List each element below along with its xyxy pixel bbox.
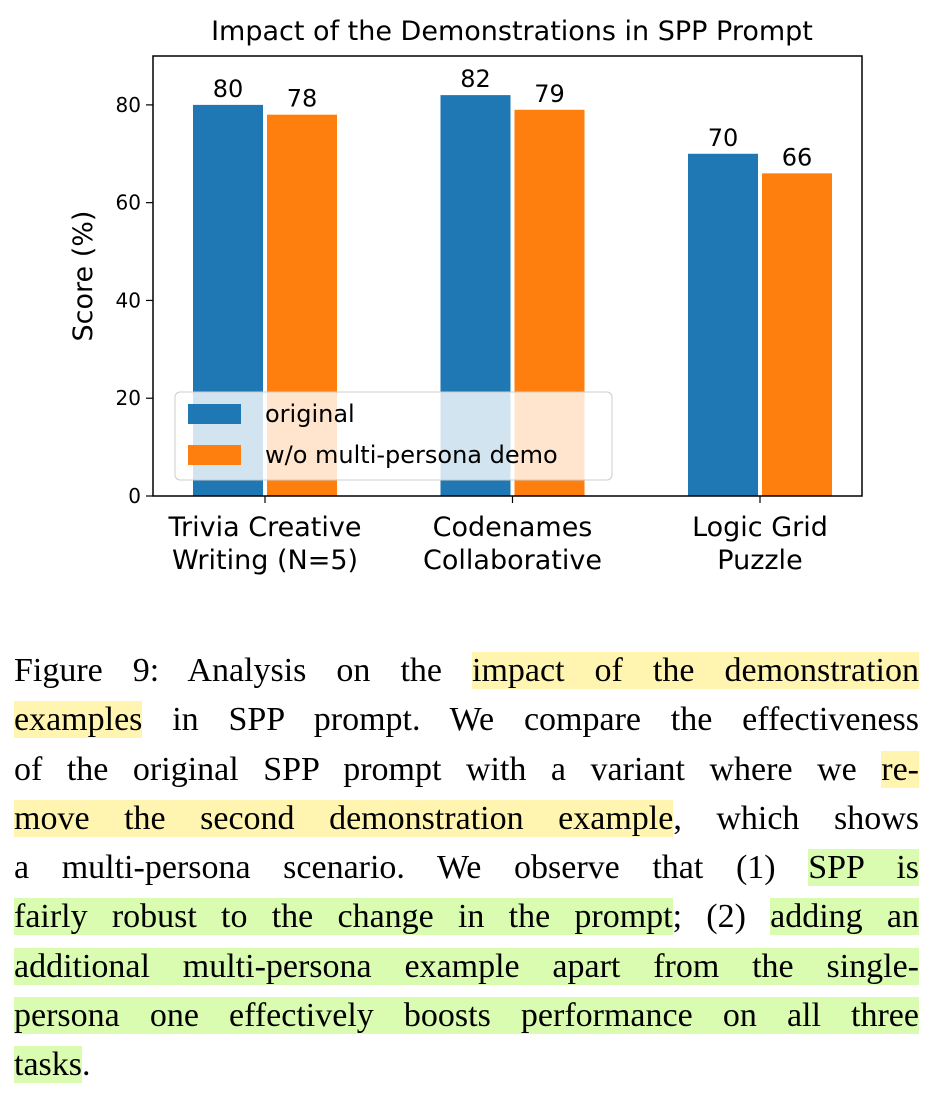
caption-text: of the original SPP prompt with a varian… <box>14 750 882 788</box>
legend-label: original <box>265 400 355 428</box>
value-label: 82 <box>460 65 491 93</box>
highlighted-text: SPP is <box>808 849 919 887</box>
caption-line: of the original SPP prompt with a varian… <box>14 745 919 794</box>
caption-line: fairly robust to the change in the promp… <box>14 892 919 941</box>
highlighted-text: persona one effectively boosts performan… <box>14 997 919 1035</box>
highlighted-text: move the second demonstration example <box>14 799 674 837</box>
value-label: 66 <box>782 143 813 171</box>
caption-text: ; (2) <box>672 898 771 936</box>
legend-box <box>174 391 613 481</box>
caption-text: a multi-persona scenario. We observe tha… <box>14 849 809 887</box>
legend-swatch <box>188 445 241 465</box>
x-tick-label: Trivia Creative <box>168 512 362 543</box>
legend-label: w/o multi-persona demo <box>265 441 558 469</box>
y-tick-label: 20 <box>116 386 141 410</box>
x-tick-label: Logic Grid <box>692 512 828 543</box>
x-tick-label: Writing (N=5) <box>172 545 358 576</box>
plot-frame <box>152 55 863 497</box>
chart-title: Impact of the Demonstrations in SPP Prom… <box>211 16 813 47</box>
y-tick-label: 60 <box>116 191 141 215</box>
x-tick-label: Codenames <box>433 512 593 543</box>
y-tick-label: 40 <box>116 288 141 312</box>
y-axis-label: Score (%) <box>68 211 99 342</box>
highlighted-text: adding an <box>770 898 919 936</box>
caption-text: in SPP prompt. We compare the effectiven… <box>142 701 919 739</box>
caption-line: a multi-persona scenario. We observe tha… <box>14 843 919 892</box>
y-tick-label: 0 <box>128 484 141 508</box>
legend: original w/o multi-persona demo <box>174 391 613 481</box>
bar <box>688 153 758 496</box>
highlighted-text: examples <box>14 701 143 739</box>
value-label: 78 <box>287 85 318 113</box>
caption-line: additional multi-persona example apart f… <box>14 942 919 991</box>
highlighted-text: impact of the demonstration <box>472 652 919 689</box>
caption-line: persona one effectively boosts performan… <box>14 991 919 1040</box>
x-tick-label: Collaborative <box>423 545 602 576</box>
caption-line: examples in SPP prompt. We compare the e… <box>14 695 919 744</box>
y-tick-label: 80 <box>116 93 141 117</box>
caption-line: move the second demonstration example, w… <box>14 794 919 843</box>
caption-text: , which shows <box>673 799 919 837</box>
x-tick-label: Puzzle <box>717 545 802 576</box>
caption-text: . <box>82 1046 91 1084</box>
caption-line: tasks. <box>14 1040 919 1089</box>
chart: Impact of the Demonstrations in SPP Prom… <box>68 16 863 576</box>
value-label: 70 <box>708 124 739 152</box>
legend-swatch <box>188 404 241 424</box>
value-label: 79 <box>534 80 565 108</box>
value-label: 80 <box>213 75 244 103</box>
highlighted-text: re- <box>881 750 919 788</box>
bar <box>762 173 832 497</box>
highlighted-text: additional multi-persona example apart f… <box>14 947 919 985</box>
caption-text: Figure 9: Analysis on the <box>14 652 473 689</box>
highlighted-text: fairly robust to the change in the promp… <box>14 898 673 936</box>
caption: Figure 9: Analysis on the impact of the … <box>14 646 919 1090</box>
highlighted-text: tasks <box>14 1046 82 1084</box>
caption-line: Figure 9: Analysis on the impact of the … <box>14 646 919 695</box>
